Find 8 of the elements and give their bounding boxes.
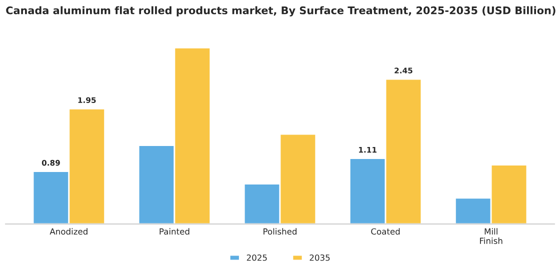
x-tick-label: Painted	[160, 228, 190, 235]
x-tick-label: Polished	[264, 228, 296, 235]
x-tick-label: Coated	[371, 228, 400, 235]
x-tick-label: Mill Finish	[480, 228, 502, 244]
legend-label: 2035	[310, 254, 330, 261]
chart-title: Canada aluminum flat rolled products market, By Surface Treatment, 2025-2035 (USD Billion)	[6, 6, 556, 16]
legend-label: 2025	[246, 254, 267, 261]
x-tick-label: Anodized	[50, 228, 88, 235]
